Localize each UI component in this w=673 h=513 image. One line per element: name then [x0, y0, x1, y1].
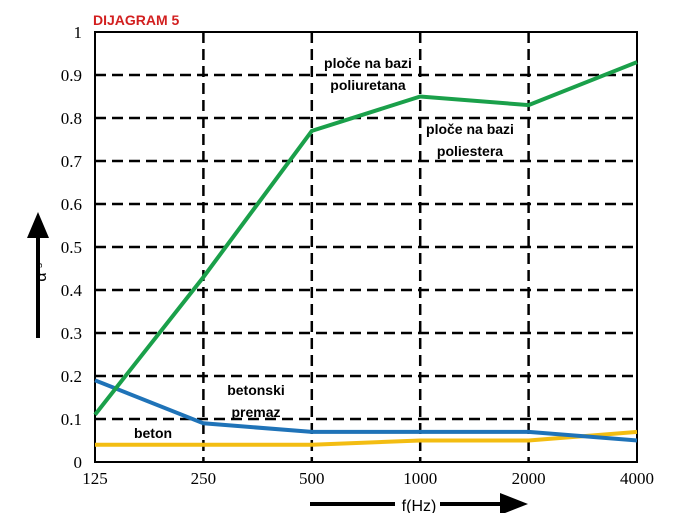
y-tick-label: 0.3 [61, 324, 82, 343]
x-tick-label: 125 [82, 469, 108, 488]
annotation-label: premaz [231, 404, 280, 420]
y-tick-label: 1 [74, 23, 83, 42]
annotation-label: ploče na bazi [324, 55, 412, 71]
x-tick-label: 1000 [403, 469, 437, 488]
plot-frame [94, 31, 638, 463]
y-tick-label: 0.8 [61, 109, 82, 128]
y-tick-label: 0.6 [61, 195, 82, 214]
grid [95, 32, 637, 462]
x-tick-label: 4000 [620, 469, 654, 488]
x-tick-label: 2000 [512, 469, 546, 488]
y-axis-arrow [27, 212, 49, 338]
y-tick-label: 0.9 [61, 66, 82, 85]
annotation-label: poliestera [437, 143, 503, 159]
annotation-label: ploče na bazi [426, 121, 514, 137]
y-tick-label: 0.1 [61, 410, 82, 429]
series-line [95, 429, 638, 447]
annotation-label: beton [134, 425, 172, 441]
x-axis-label: f(Hz) [402, 498, 437, 513]
series-line [93, 60, 638, 416]
y-tick-label: 0.2 [61, 367, 82, 386]
y-tick-label: 0 [74, 453, 83, 472]
chart-title: DIJAGRAM 5 [93, 12, 180, 28]
y-tick-label: 0.4 [61, 281, 83, 300]
annotation-label: poliuretana [330, 77, 406, 93]
x-tick-label: 250 [191, 469, 217, 488]
x-tick-labels: 125 250 500 1000 2000 4000 [82, 469, 654, 488]
y-axis-label: α s [33, 263, 50, 282]
x-tick-label: 500 [299, 469, 325, 488]
y-tick-labels: 0 0.1 0.2 0.3 0.4 0.5 0.6 0.7 0.8 0.9 1 [61, 23, 83, 472]
annotations: ploče na bazi poliuretana ploče na bazi pol… [134, 55, 514, 441]
series-group [93, 60, 638, 447]
y-axis-subscript: s [34, 263, 45, 268]
y-tick-label: 0.5 [61, 238, 82, 257]
y-axis-symbol: α [33, 272, 50, 281]
annotation-label: betonski [227, 382, 285, 398]
y-tick-label: 0.7 [61, 152, 83, 171]
x-axis-arrow [310, 493, 528, 513]
series-line [94, 378, 638, 443]
